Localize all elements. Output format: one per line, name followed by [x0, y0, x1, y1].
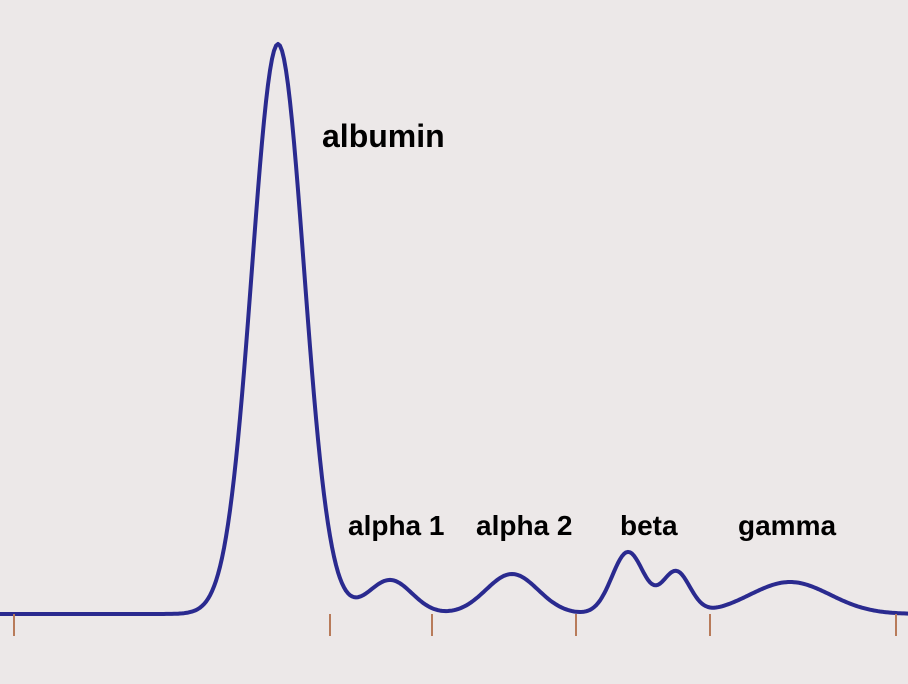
- chart-background: [0, 0, 908, 684]
- label-gamma: gamma: [738, 510, 836, 542]
- label-alpha2: alpha 2: [476, 510, 572, 542]
- chart-svg: [0, 0, 908, 684]
- electrophoresis-chart: albumin alpha 1 alpha 2 beta gamma: [0, 0, 908, 684]
- label-alpha1: alpha 1: [348, 510, 444, 542]
- label-albumin: albumin: [322, 118, 445, 155]
- label-beta: beta: [620, 510, 678, 542]
